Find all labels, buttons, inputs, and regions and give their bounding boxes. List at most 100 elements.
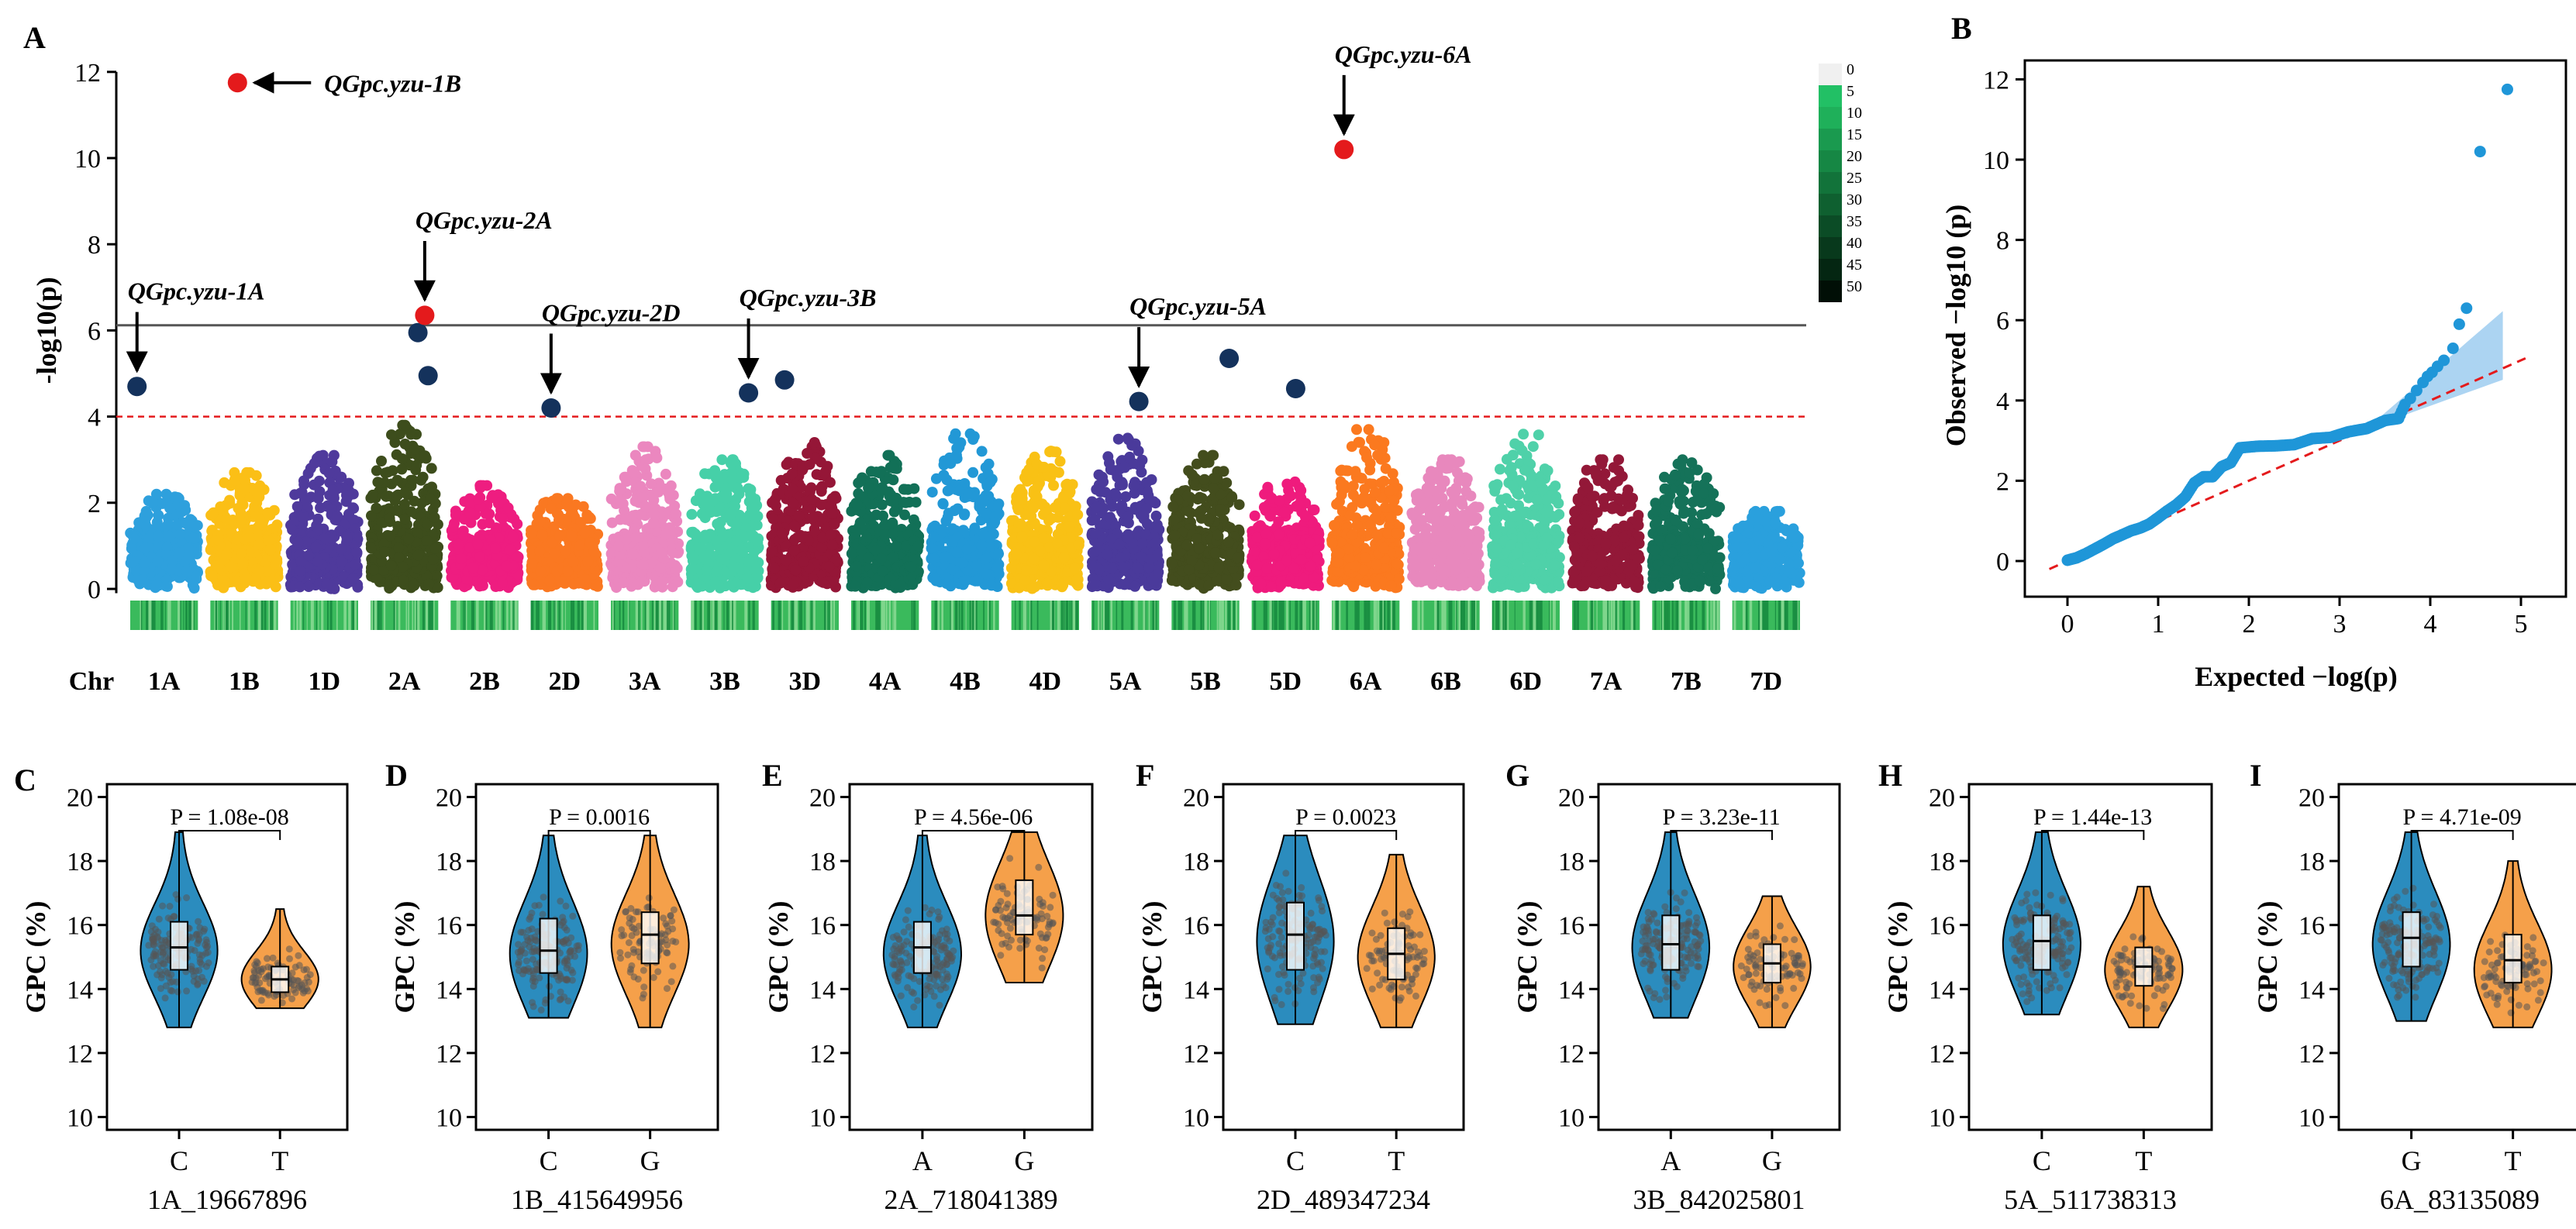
density-tick xyxy=(1110,601,1112,630)
panel-letter-i: I xyxy=(2250,758,2262,793)
density-tick xyxy=(395,601,397,630)
density-tick xyxy=(164,601,166,630)
snp-point xyxy=(252,488,264,500)
snp-point xyxy=(381,491,392,502)
density-tick xyxy=(726,601,729,630)
snp-point xyxy=(1087,560,1098,572)
snp-point xyxy=(1029,536,1040,548)
snp-point xyxy=(453,539,464,550)
snp-point xyxy=(207,570,219,581)
snp-point xyxy=(861,532,872,543)
snp-point xyxy=(303,549,314,561)
snp-point xyxy=(385,560,397,572)
snp-point xyxy=(341,531,353,542)
snp-point xyxy=(181,566,193,577)
snp-point xyxy=(767,497,778,508)
density-tick xyxy=(306,601,308,630)
density-tick xyxy=(377,601,381,630)
snp-point xyxy=(1016,531,1028,542)
density-tick xyxy=(258,601,260,630)
density-tick xyxy=(965,601,967,630)
snp-point xyxy=(826,508,838,519)
snp-point xyxy=(657,576,668,587)
snp-point xyxy=(787,484,798,494)
snp-point xyxy=(651,452,663,463)
density-tick xyxy=(264,601,267,630)
snp-point xyxy=(1150,538,1161,549)
snp-point xyxy=(1124,451,1136,463)
density-tick xyxy=(348,601,351,630)
snp-point xyxy=(825,528,836,540)
density-tick xyxy=(619,601,621,630)
density-tick xyxy=(794,601,797,630)
density-tick xyxy=(796,601,798,630)
snp-point xyxy=(613,540,624,552)
snp-point xyxy=(393,552,405,563)
density-tick xyxy=(911,601,913,630)
density-tick xyxy=(148,601,152,630)
snp-point xyxy=(336,543,347,555)
density-tick xyxy=(417,601,420,630)
snp-point xyxy=(798,556,809,567)
y-tick-label: 0 xyxy=(88,576,101,604)
density-tick xyxy=(1051,601,1055,630)
density-tick xyxy=(788,601,791,630)
density-tick xyxy=(627,601,629,630)
snp-point xyxy=(952,443,964,455)
density-tick xyxy=(934,601,938,630)
density-tick xyxy=(712,601,715,630)
density-tick xyxy=(299,601,302,630)
snp-point xyxy=(768,563,780,574)
snp-point xyxy=(321,578,333,590)
snp-point xyxy=(850,560,862,572)
snp-point xyxy=(787,579,798,590)
snp-point xyxy=(747,582,759,594)
density-tick xyxy=(888,601,891,630)
snp-point xyxy=(1095,486,1106,497)
density-tick xyxy=(593,601,595,630)
snp-point xyxy=(399,486,411,497)
snp-point xyxy=(806,494,818,505)
density-tick xyxy=(1152,601,1155,630)
snp-point xyxy=(745,484,757,495)
snp-point xyxy=(715,516,726,528)
snp-point xyxy=(295,565,306,577)
density-tick xyxy=(1057,601,1060,630)
snp-point xyxy=(826,539,838,551)
density-strip-1d xyxy=(290,601,358,630)
snp-point xyxy=(861,577,873,588)
snp-point xyxy=(421,535,433,546)
snp-point xyxy=(291,501,303,512)
snp-point xyxy=(409,580,420,591)
snp-point xyxy=(393,542,405,553)
snp-point xyxy=(728,562,740,573)
density-strip-1b xyxy=(210,601,278,630)
snp-point xyxy=(807,512,819,523)
snp-point xyxy=(1058,552,1070,563)
snp-point xyxy=(809,437,820,448)
snp-point xyxy=(823,561,835,573)
snp-point xyxy=(718,553,729,565)
chromosome-label-1a: 1A xyxy=(148,667,181,696)
density-tick xyxy=(352,601,355,630)
snp-point xyxy=(560,545,571,556)
snp-point xyxy=(551,493,563,504)
density-tick xyxy=(259,601,261,630)
panel-letter-a: A xyxy=(23,20,46,55)
snp-point xyxy=(826,494,838,505)
snp-point xyxy=(1089,514,1101,525)
density-tick xyxy=(232,601,233,630)
density-tick xyxy=(571,601,572,630)
snp-point xyxy=(874,467,885,479)
density-tick xyxy=(810,601,812,630)
density-strip-bg xyxy=(530,601,598,630)
snp-point xyxy=(606,517,618,528)
snp-point xyxy=(943,508,954,519)
chromosome-points-4a xyxy=(846,449,925,594)
snp-point xyxy=(562,493,574,504)
snp-point xyxy=(191,570,202,582)
snp-point xyxy=(926,542,937,554)
density-tick xyxy=(140,601,143,630)
snp-point xyxy=(534,546,546,557)
density-tick xyxy=(297,601,298,630)
